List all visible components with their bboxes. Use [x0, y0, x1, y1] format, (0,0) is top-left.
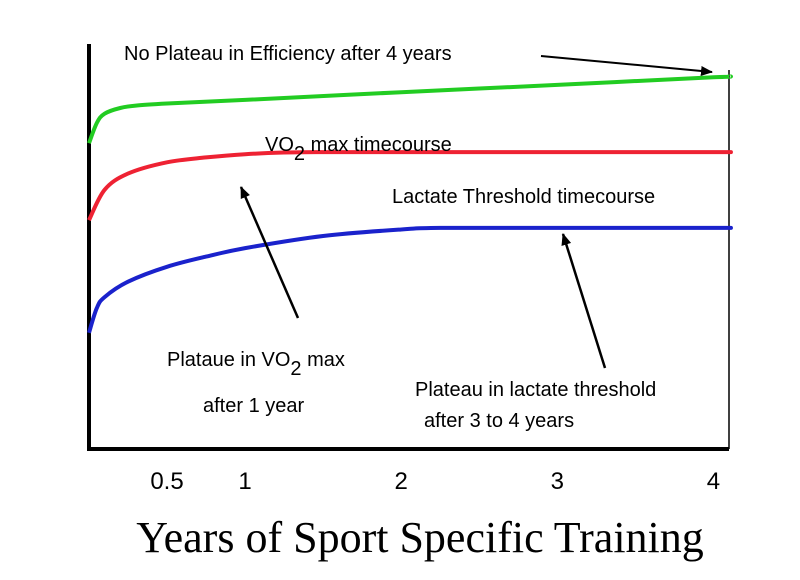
efficiency-line [87, 74, 733, 144]
vo2-series-label-suffix: max timecourse [305, 134, 452, 156]
vo2-plateau-subscript: 2 [290, 358, 301, 380]
vo2-plateau-annotation-line2: after 1 year [203, 395, 305, 417]
lactate-plateau-annotation-line2: after 3 to 4 years [424, 410, 574, 432]
vo2-series-label-prefix: VO [265, 134, 294, 156]
vo2-plateau-prefix: Plataue in VO [167, 349, 290, 371]
lactate-plateau-arrow [561, 233, 607, 369]
x-axis-title: Years of Sport Specific Training [136, 513, 704, 562]
x-tick-label-3: 3 [551, 468, 564, 495]
vo2-series-label-subscript: 2 [294, 143, 305, 165]
lactate-series-label: Lactate Threshold timecourse [392, 186, 655, 208]
x-tick-label-0-5: 0.5 [150, 468, 183, 495]
x-tick-labels: 0.5 1 2 3 4 [150, 468, 720, 495]
efficiency-annotation: No Plateau in Efficiency after 4 years [124, 43, 452, 65]
vo2-series-label: VO2 max timecourse [265, 134, 452, 165]
vo2-plateau-suffix: max [302, 349, 345, 371]
vo2-max-line [87, 150, 733, 222]
x-tick-label-2: 2 [395, 468, 408, 495]
lactate-threshold-line [87, 225, 733, 334]
vo2-plateau-annotation-line1: Plataue in VO2 max [167, 349, 345, 380]
x-tick-label-1: 1 [238, 468, 251, 495]
efficiency-arrow [540, 55, 713, 76]
vo2-plateau-arrow [239, 186, 300, 319]
lactate-plateau-annotation-line1: Plateau in lactate threshold [415, 379, 656, 401]
x-tick-label-4: 4 [707, 468, 720, 495]
